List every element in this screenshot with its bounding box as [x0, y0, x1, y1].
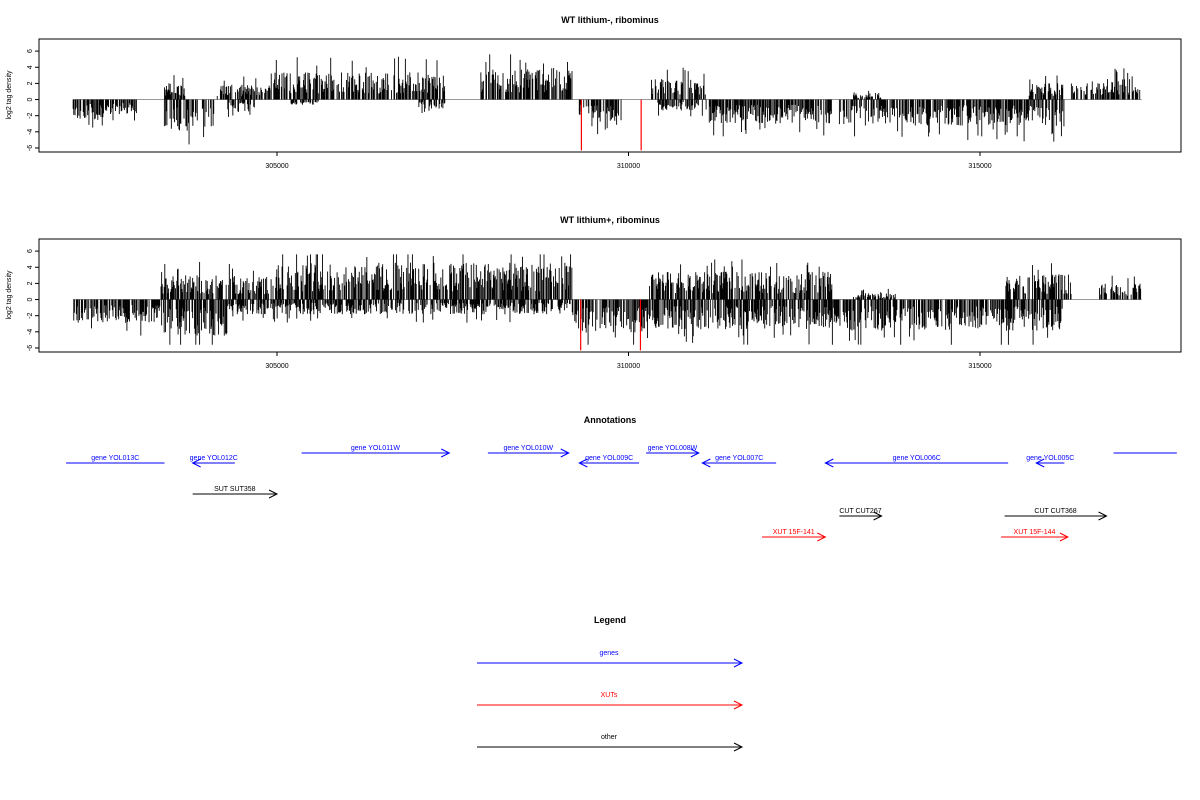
legend: Legend genes XUTs other	[477, 615, 744, 752]
arrow-right-icon	[1059, 532, 1069, 542]
feature-label: SUT SUT358	[214, 486, 256, 493]
legend-label: other	[601, 734, 618, 741]
highlight-bars	[580, 99, 642, 151]
y-tick-label: -6	[27, 345, 34, 351]
y-tick-label: -4	[27, 129, 34, 135]
feature-label: XUT 15F-141	[773, 529, 815, 536]
arrow-right-icon	[733, 658, 744, 668]
legend-label: genes	[599, 650, 619, 657]
plot-frame	[38, 238, 1182, 353]
feature-label: gene YOL010W	[503, 445, 553, 452]
legend-item: genes	[477, 650, 744, 668]
coverage-bars	[72, 54, 1141, 145]
y-tick-label: 6	[27, 249, 34, 253]
y-tick-label: -4	[27, 329, 34, 335]
arrow-right-icon	[268, 489, 279, 499]
annotation-feature: gene YOL012C	[190, 455, 238, 468]
annotation-feature: gene YOL007C	[701, 455, 777, 468]
y-tick-label: 0	[27, 97, 34, 101]
y-tick-label: -6	[27, 145, 34, 151]
y-tick-label: 4	[27, 65, 34, 69]
annotation-feature: gene YOL010W	[487, 445, 570, 458]
legend-item: XUTs	[477, 692, 744, 710]
feature-label: gene YOL008W	[648, 445, 698, 452]
annotation-feature: gene YOL009C	[578, 455, 640, 468]
arrow-right-icon	[817, 532, 827, 542]
highlight-bars	[580, 299, 642, 351]
arrow-right-icon	[690, 448, 700, 458]
coverage-panel-lithium-plus: WT lithium+, ribominus log2 tag density …	[6, 215, 1182, 370]
x-tick-label: 315000	[968, 163, 991, 170]
feature-label: gene YOL006C	[893, 455, 941, 462]
arrow-right-icon	[560, 448, 570, 458]
annotation-feature: gene YOL006C	[824, 455, 1009, 468]
arrow-right-icon	[441, 448, 451, 458]
annotation-feature: SUT SUT358	[192, 486, 279, 499]
annotation-feature: gene YOL008W	[646, 445, 700, 458]
arrow-left-icon	[578, 458, 588, 468]
y-tick-label: 0	[27, 297, 34, 301]
feature-label: gene YOL011W	[351, 445, 401, 452]
x-tick-label: 305000	[265, 363, 288, 370]
plot-frame	[38, 38, 1182, 153]
arrow-left-icon	[1035, 458, 1045, 468]
y-axis-label: log2 tag density	[6, 270, 13, 320]
annotation-feature: CUT CUT267	[839, 508, 883, 521]
y-tick-label: 4	[27, 265, 34, 269]
annotation-feature: XUT 15F-141	[762, 529, 827, 542]
coverage-bars	[73, 254, 1142, 345]
y-tick-label: 2	[27, 281, 34, 285]
annotation-feature: gene YOL013C	[66, 455, 165, 464]
arrow-right-icon	[733, 700, 744, 710]
legend-title: Legend	[594, 615, 626, 625]
x-tick-label: 310000	[617, 363, 640, 370]
coverage-panel-lithium-minus: WT lithium-, ribominus log2 tag density …	[6, 15, 1182, 170]
panel-title: WT lithium+, ribominus	[560, 215, 660, 225]
panel-title: WT lithium-, ribominus	[561, 15, 659, 25]
arrow-right-icon	[873, 511, 883, 521]
arrow-left-icon	[191, 458, 201, 468]
feature-label: gene YOL007C	[715, 455, 763, 462]
y-tick-label: -2	[27, 312, 34, 318]
x-tick-label: 305000	[265, 163, 288, 170]
y-tick-label: 6	[27, 49, 34, 53]
x-tick-label: 310000	[617, 163, 640, 170]
arrow-right-icon	[733, 742, 744, 752]
arrow-right-icon	[1098, 511, 1108, 521]
annotation-feature: gene YOL011W	[301, 445, 451, 458]
annotation-feature: gene YOL005C	[1026, 455, 1074, 468]
feature-label: gene YOL013C	[91, 455, 139, 462]
legend-item: other	[477, 734, 744, 752]
legend-label: XUTs	[601, 692, 618, 699]
x-tick-label: 315000	[968, 363, 991, 370]
y-axis-label: log2 tag density	[6, 70, 13, 120]
arrow-left-icon	[701, 458, 711, 468]
arrow-left-icon	[824, 458, 834, 468]
annotations-title: Annotations	[584, 415, 637, 425]
y-tick-label: 2	[27, 81, 34, 85]
feature-label: XUT 15F-144	[1014, 529, 1056, 536]
feature-label: gene YOL005C	[1026, 455, 1074, 462]
y-tick-label: -2	[27, 112, 34, 118]
feature-label: CUT CUT267	[839, 508, 881, 515]
annotations-track: Annotations gene YOL013C gene YOL012C gene…	[66, 415, 1177, 542]
feature-label: gene YOL009C	[585, 455, 633, 462]
feature-label: CUT CUT368	[1034, 508, 1076, 515]
annotation-feature: CUT CUT368	[1004, 508, 1108, 521]
feature-label: gene YOL012C	[190, 455, 238, 462]
annotation-feature: XUT 15F-144	[1001, 529, 1069, 542]
